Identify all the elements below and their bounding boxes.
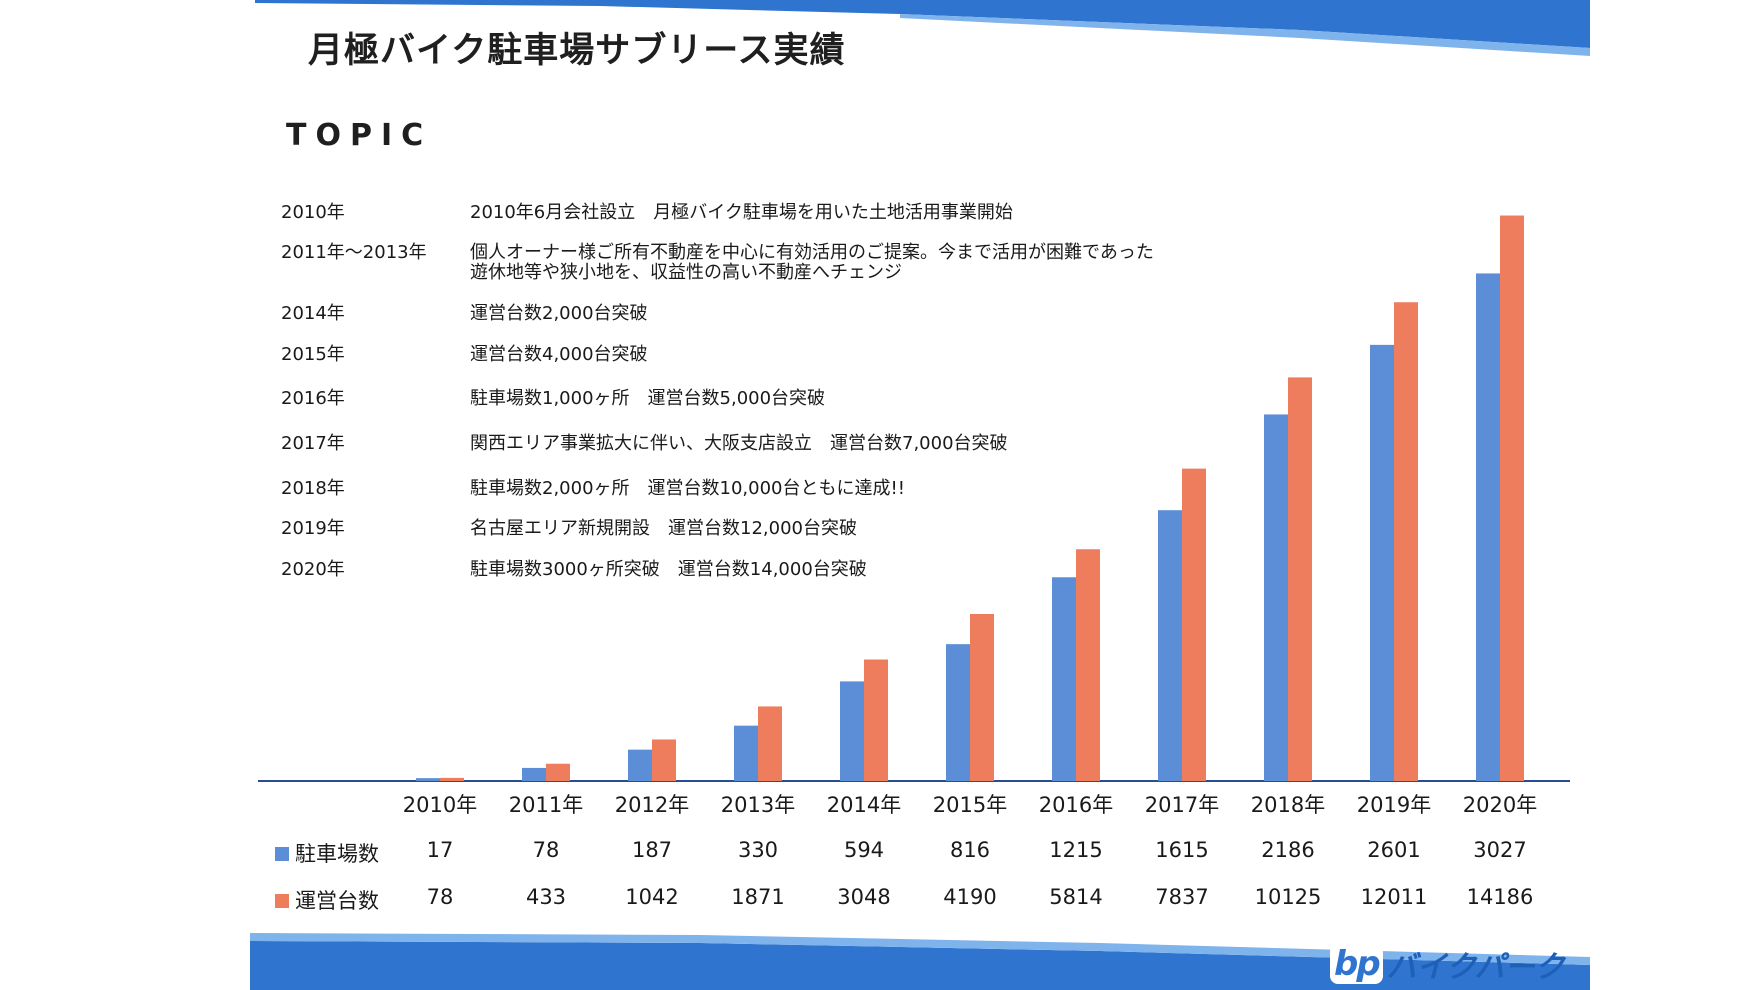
table-cell: 187	[631, 838, 673, 862]
legend-label: 運営台数	[295, 889, 379, 913]
legend-swatch	[275, 894, 289, 908]
logo-text: バイクパーク	[1386, 950, 1565, 985]
bar-parking-count-3	[734, 725, 758, 781]
x-tick-label: 2013年	[721, 793, 795, 817]
table-cell: 7837	[1155, 885, 1209, 909]
bar-operated-units-3	[758, 706, 782, 781]
bar-operated-units-10	[1500, 215, 1524, 781]
topic-year: 2014年	[281, 303, 345, 324]
topic-text: 駐車場数1,000ヶ所 運営台数5,000台突破	[470, 388, 826, 409]
table-cell: 1215	[1049, 838, 1103, 862]
bar-parking-count-0	[416, 778, 440, 781]
bar-operated-units-4	[864, 659, 888, 781]
topic-year: 2011年～2013年	[281, 242, 427, 263]
bar-parking-count-4	[840, 681, 864, 781]
topic-text: 駐車場数3000ヶ所突破 運営台数14,000台突破	[470, 559, 867, 580]
topic-text: 名古屋エリア新規開設 運営台数12,000台突破	[470, 518, 857, 539]
table-cell: 12011	[1360, 885, 1428, 909]
bar-parking-count-8	[1264, 414, 1288, 781]
topic-text: 関西エリア事業拡大に伴い、大阪支店設立 運営台数7,000台突破	[470, 433, 1008, 454]
table-cell: 816	[949, 838, 991, 862]
table-cell: 4190	[943, 885, 997, 909]
table-cell: 78	[532, 838, 560, 862]
bar-operated-units-7	[1182, 468, 1206, 781]
logo: bp バイクパーク	[1330, 942, 1565, 986]
topic-year: 2020年	[281, 559, 345, 580]
table-cell: 3027	[1473, 838, 1527, 862]
topic-text: 運営台数2,000台突破	[470, 303, 648, 324]
topic-year: 2017年	[281, 433, 345, 454]
bar-operated-units-8	[1288, 377, 1312, 781]
x-tick-label: 2018年	[1251, 793, 1325, 817]
table-cell: 594	[843, 838, 885, 862]
table-cell: 330	[737, 838, 779, 862]
bar-parking-count-6	[1052, 577, 1076, 781]
table-cell: 78	[426, 885, 454, 909]
x-tick-label: 2019年	[1357, 793, 1431, 817]
page-title: 月極バイク駐車場サブリース実績	[308, 31, 846, 71]
bar-parking-count-7	[1158, 510, 1182, 781]
topic-year: 2018年	[281, 478, 345, 499]
x-tick-label: 2015年	[933, 793, 1007, 817]
table-cell: 1042	[625, 885, 679, 909]
bar-operated-units-6	[1076, 549, 1100, 781]
x-tick-label: 2020年	[1463, 793, 1537, 817]
bar-parking-count-1	[522, 767, 546, 781]
x-tick-label: 2014年	[827, 793, 901, 817]
table-cell: 1871	[731, 885, 785, 909]
legend-label: 駐車場数	[295, 842, 379, 866]
table-cell: 5814	[1049, 885, 1103, 909]
x-tick-label: 2017年	[1145, 793, 1219, 817]
table-cell: 3048	[837, 885, 891, 909]
bar-parking-count-2	[628, 749, 652, 781]
table-cell: 433	[525, 885, 567, 909]
x-tick-label: 2010年	[403, 793, 477, 817]
topic-heading: TOPIC	[286, 118, 433, 153]
logo-mark: bp	[1330, 944, 1383, 984]
bar-parking-count-5	[946, 644, 970, 781]
bar-parking-count-9	[1370, 344, 1394, 781]
topic-year: 2019年	[281, 518, 345, 539]
table-cell: 2186	[1261, 838, 1315, 862]
x-tick-label: 2016年	[1039, 793, 1113, 817]
bar-operated-units-0	[440, 777, 464, 781]
topic-year: 2010年	[281, 202, 345, 223]
top-banner	[255, 0, 1590, 56]
table-cell: 17	[426, 838, 454, 862]
bottom-banner	[250, 933, 1590, 990]
bar-operated-units-1	[546, 763, 570, 781]
table-cell: 1615	[1155, 838, 1209, 862]
legend-swatch	[275, 847, 289, 861]
x-tick-label: 2011年	[509, 793, 583, 817]
topic-text: 運営台数4,000台突破	[470, 344, 648, 365]
x-tick-label: 2012年	[615, 793, 689, 817]
bar-parking-count-10	[1476, 273, 1500, 781]
table-cell: 14186	[1466, 885, 1534, 909]
table-cell: 10125	[1254, 885, 1322, 909]
topic-year: 2015年	[281, 344, 345, 365]
table-cell: 2601	[1367, 838, 1421, 862]
bar-operated-units-9	[1394, 302, 1418, 781]
topic-text: 駐車場数2,000ヶ所 運営台数10,000台ともに達成!!	[470, 478, 905, 499]
bar-operated-units-2	[652, 739, 676, 781]
bar-operated-units-5	[970, 613, 994, 781]
topic-text: 個人オーナー様ご所有不動産を中心に有効活用のご提案。今まで活用が困難であった 遊…	[470, 242, 1154, 283]
topic-year: 2016年	[281, 388, 345, 409]
topic-text: 2010年6月会社設立 月極バイク駐車場を用いた土地活用事業開始	[470, 202, 1013, 223]
